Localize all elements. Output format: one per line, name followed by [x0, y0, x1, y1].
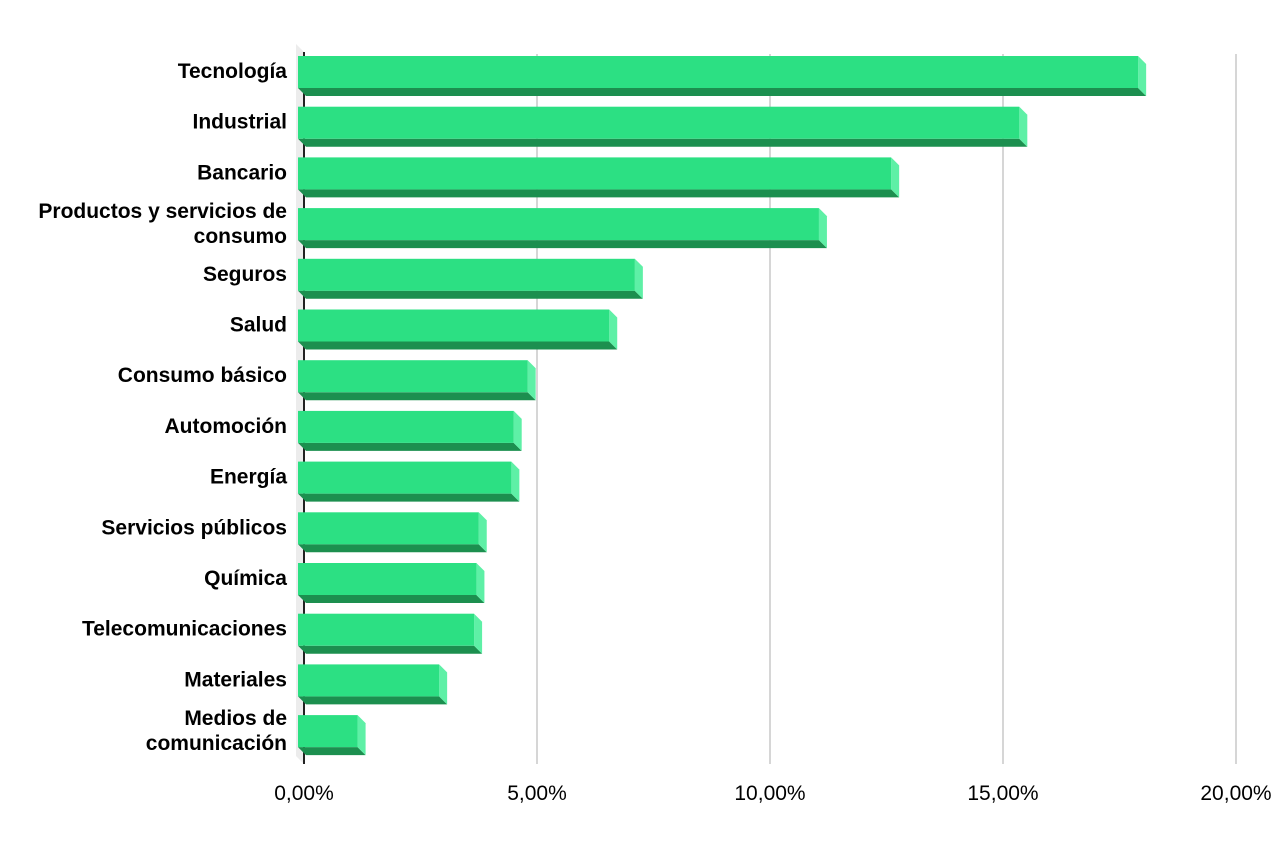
category-label-1: Tecnología — [178, 60, 288, 83]
bar-bottom-face — [298, 88, 1147, 96]
bar-front-face — [298, 613, 475, 646]
bar-bottom-face — [298, 595, 485, 603]
bars — [298, 56, 1147, 756]
bar-bottom-face — [298, 645, 483, 654]
x-tick-label-1: 5,00% — [507, 782, 567, 805]
bar-bottom-face — [298, 290, 643, 299]
bar-bottom-face — [298, 138, 1028, 147]
x-tick-label-4: 20,00% — [1200, 782, 1271, 805]
bar-front-face — [298, 208, 819, 241]
bar-end-face — [634, 258, 643, 299]
bar-front-face — [298, 410, 514, 443]
bar-10 — [298, 512, 487, 553]
bar-end-face — [527, 360, 536, 401]
x-axis-tick-labels: 0,00% 5,00% 10,00% 15,00% 20,00% — [274, 782, 1271, 805]
x-tick-label-0: 0,00% — [274, 782, 334, 805]
bar-14 — [298, 715, 366, 756]
bar-12 — [298, 613, 483, 654]
bar-end-face — [513, 410, 522, 451]
bar-11 — [298, 563, 485, 603]
bar-end-face — [1019, 106, 1028, 147]
bar-bottom-face — [298, 442, 522, 451]
bar-9 — [298, 461, 520, 502]
bar-end-face — [609, 309, 618, 350]
category-label-2: Industrial — [192, 111, 287, 134]
bar-front-face — [298, 715, 358, 748]
bar-end-face — [474, 613, 483, 654]
category-label-8: Automoción — [165, 415, 287, 438]
category-label-12: Telecomunicaciones — [82, 618, 287, 641]
bar-end-face — [476, 563, 485, 603]
x-tick-label-2: 10,00% — [734, 782, 805, 805]
category-label-6: Salud — [230, 314, 287, 337]
bar-bottom-face — [298, 747, 366, 756]
category-label-4: Productos y servicios de consumo — [38, 200, 287, 248]
category-label-7: Consumo básico — [118, 364, 287, 387]
bar-bottom-face — [298, 392, 536, 401]
category-label-9: Energía — [210, 466, 287, 489]
category-labels: Tecnología Industrial Bancario Productos y … — [38, 60, 287, 755]
bar-bottom-face — [298, 189, 900, 198]
bar-front-face — [298, 56, 1139, 88]
bar-8 — [298, 410, 522, 451]
bar-bottom-face — [298, 493, 520, 502]
bar-4 — [298, 208, 827, 249]
category-label-14: Medios de comunicación — [146, 707, 287, 755]
bar-end-face — [818, 208, 827, 249]
bar-bottom-face — [298, 341, 618, 350]
bar-front-face — [298, 512, 479, 545]
bar-bottom-face — [298, 240, 827, 249]
bar-front-face — [298, 360, 528, 393]
bar-end-face — [439, 664, 448, 705]
category-label-5: Seguros — [203, 263, 287, 286]
bar-1 — [298, 56, 1147, 96]
bar-front-face — [298, 258, 635, 291]
category-label-3: Bancario — [197, 161, 287, 184]
category-label-11: Química — [204, 567, 287, 590]
bar-end-face — [1138, 56, 1147, 96]
bar-3 — [298, 157, 900, 198]
bar-end-face — [357, 715, 366, 756]
category-label-13: Materiales — [184, 668, 287, 691]
bar-front-face — [298, 563, 477, 595]
bar-5 — [298, 258, 643, 299]
chart-wall — [296, 44, 305, 764]
bar-2 — [298, 106, 1028, 147]
bar-end-face — [511, 461, 520, 502]
side-wall — [296, 44, 304, 764]
bar-front-face — [298, 664, 440, 697]
bar-end-face — [891, 157, 900, 198]
category-label-10: Servicios públicos — [101, 516, 287, 539]
bar-7 — [298, 360, 536, 401]
bar-bottom-face — [298, 544, 487, 553]
x-tick-label-3: 15,00% — [967, 782, 1038, 805]
bar-end-face — [478, 512, 487, 553]
bar-bottom-face — [298, 696, 448, 705]
bar-front-face — [298, 461, 512, 494]
bar-front-face — [298, 157, 892, 190]
bar-front-face — [298, 106, 1020, 139]
bar-13 — [298, 664, 448, 705]
bar-front-face — [298, 309, 610, 342]
bar-6 — [298, 309, 618, 350]
